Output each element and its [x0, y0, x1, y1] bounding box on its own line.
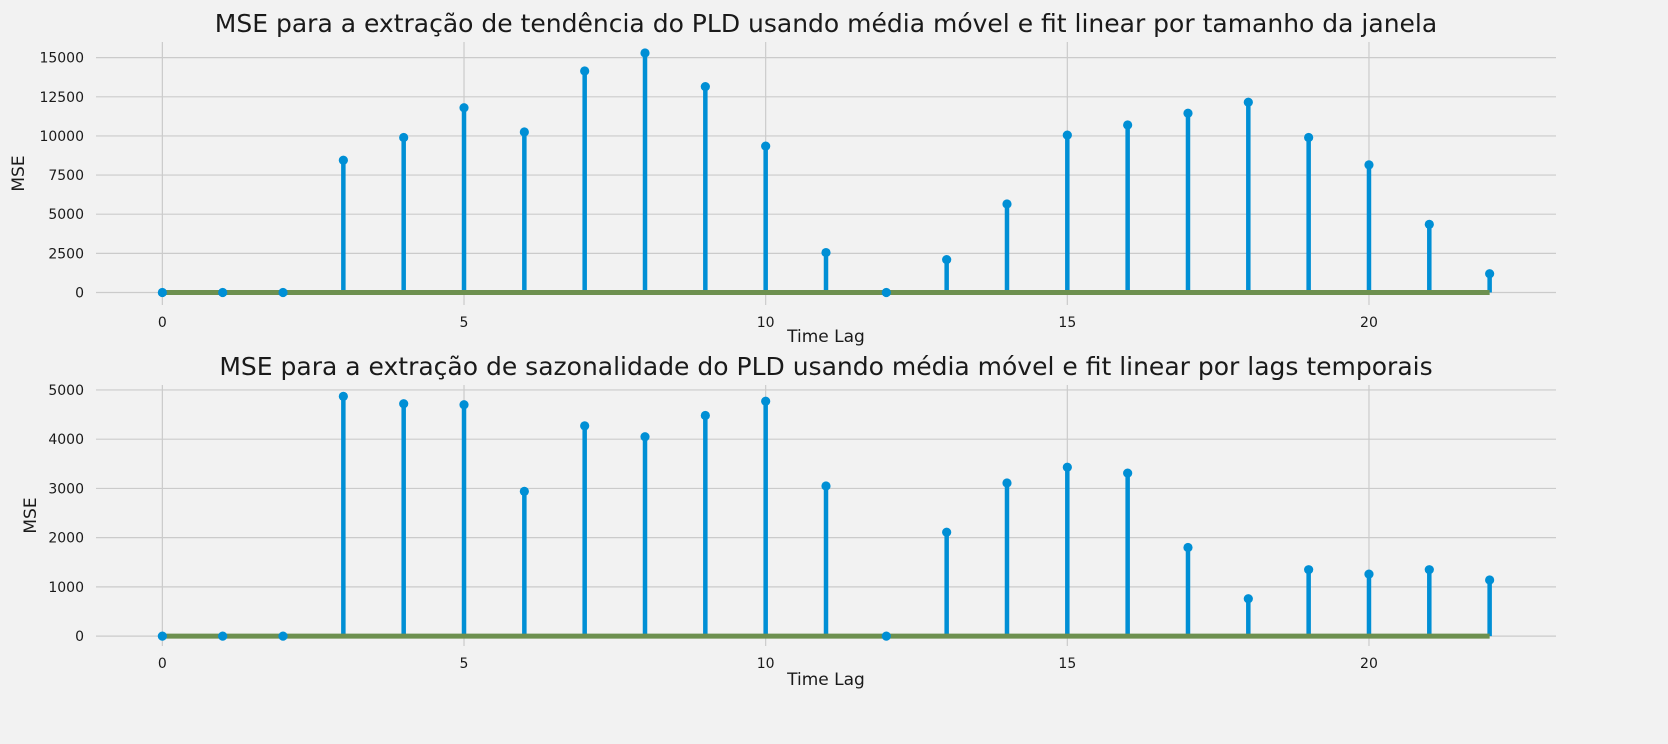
x-tick-label: 0: [158, 315, 167, 331]
x-tick-label: 15: [1058, 315, 1076, 331]
chart-title: MSE para a extração de sazonalidade do P…: [219, 352, 1432, 381]
data-point: [881, 287, 891, 298]
data-point: [1062, 462, 1072, 472]
data-point: [338, 155, 348, 165]
stems: [341, 396, 1492, 637]
data-point: [338, 391, 348, 401]
data-point: [157, 631, 167, 641]
data-point: [459, 400, 469, 410]
data-point: [399, 132, 409, 143]
data-point: [1062, 130, 1072, 140]
data-point: [1304, 132, 1314, 143]
data-point: [1485, 269, 1495, 279]
data-point: [519, 127, 529, 137]
x-tick-labels: 0 5 10 15 20: [158, 315, 1378, 331]
data-point: [1002, 478, 1012, 488]
data-point: [1123, 120, 1133, 130]
x-tick-label: 10: [757, 315, 775, 331]
x-tick-label: 20: [1360, 315, 1378, 331]
y-axis-label: MSE: [9, 155, 29, 191]
y-tick-label: 0: [75, 629, 84, 645]
y-tick-label: 2500: [48, 246, 84, 262]
data-point: [700, 410, 710, 421]
chart-trend-mse: 0 5 10 15 20 0 2500 5000 7500 10000 12500 15000 MS…: [9, 9, 1556, 347]
y-tick-label: 5000: [48, 383, 84, 399]
data-point: [519, 486, 529, 496]
stems: [341, 52, 1492, 293]
data-point: [1183, 108, 1193, 118]
data-point: [700, 82, 710, 92]
y-tick-label: 3000: [48, 481, 84, 497]
y-tick-label: 0: [75, 285, 84, 301]
x-tick-label: 15: [1058, 656, 1076, 672]
y-tick-labels: 0 1000 2000 3000 4000 5000: [48, 383, 84, 645]
x-tick-label: 5: [460, 656, 469, 672]
y-tick-label: 5000: [48, 207, 84, 223]
data-point: [1304, 565, 1314, 575]
data-point: [278, 631, 288, 641]
data-point: [1424, 219, 1434, 229]
markers: [157, 391, 1495, 641]
data-point: [942, 255, 952, 265]
data-point: [157, 287, 167, 298]
data-point: [640, 48, 650, 58]
data-point: [640, 432, 650, 442]
x-tick-label: 20: [1360, 656, 1378, 672]
chart-title: MSE para a extração de tendência do PLD …: [215, 9, 1437, 38]
y-tick-label: 10000: [39, 129, 84, 145]
data-point: [218, 631, 228, 641]
data-point: [459, 103, 469, 113]
data-point: [761, 141, 771, 151]
data-point: [1123, 468, 1133, 478]
data-point: [218, 287, 228, 298]
y-tick-labels: 0 2500 5000 7500 10000 12500 15000: [39, 51, 84, 302]
x-axis-label: Time Lag: [786, 327, 865, 347]
y-axis-label: MSE: [21, 497, 41, 533]
markers: [157, 48, 1495, 298]
x-tick-label: 10: [757, 656, 775, 672]
data-point: [1243, 97, 1253, 107]
data-point: [1485, 575, 1495, 585]
y-tick-label: 15000: [39, 51, 84, 67]
y-tick-label: 1000: [48, 580, 84, 596]
x-tick-label: 5: [460, 315, 469, 331]
data-point: [1424, 565, 1434, 575]
chart-seasonality-mse: 0 5 10 15 20 0 1000 2000 3000 4000 5000 MSE para …: [21, 352, 1556, 690]
data-point: [761, 396, 771, 406]
data-point: [942, 527, 952, 537]
y-tick-label: 4000: [48, 432, 84, 448]
data-point: [1364, 160, 1374, 170]
data-point: [278, 287, 288, 298]
data-point: [1243, 594, 1253, 604]
data-point: [1364, 569, 1374, 579]
y-tick-label: 12500: [39, 90, 84, 106]
data-point: [881, 631, 891, 641]
data-point: [580, 66, 590, 76]
x-tick-label: 0: [158, 656, 167, 672]
x-tick-labels: 0 5 10 15 20: [158, 656, 1378, 672]
x-axis-label: Time Lag: [786, 670, 865, 690]
data-point: [821, 247, 831, 258]
data-point: [399, 399, 409, 409]
y-tick-label: 7500: [48, 168, 84, 184]
data-point: [821, 481, 831, 491]
data-point: [1183, 542, 1193, 553]
y-tick-label: 2000: [48, 531, 84, 547]
data-point: [580, 421, 590, 431]
data-point: [1002, 199, 1012, 209]
